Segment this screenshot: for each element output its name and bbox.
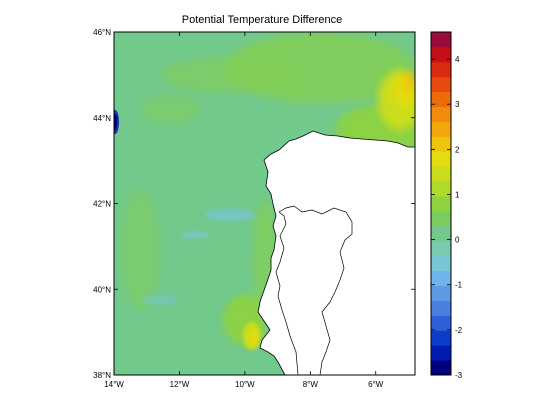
colorbar-tick-label: 2	[455, 145, 460, 154]
coastal-warm-spot	[243, 322, 261, 350]
colorbar-segment	[431, 196, 451, 212]
colorbar-segment	[431, 136, 451, 152]
colorbar-tick-label: 3	[455, 100, 460, 109]
y-tick-label: 46°N	[93, 28, 111, 37]
colorbar-segment	[431, 32, 451, 48]
y-tick-label: 44°N	[93, 114, 111, 123]
y-tick-label: 40°N	[93, 285, 111, 294]
x-tick-label: 14°W	[104, 380, 124, 389]
x-tick-label: 8°W	[303, 380, 319, 389]
land	[257, 130, 415, 375]
colorbar-segment	[431, 315, 451, 331]
colorbar-segment	[431, 151, 451, 167]
colorbar-segment	[431, 210, 451, 227]
x-tick-label: 12°W	[170, 380, 190, 389]
colorbar-segment	[431, 61, 451, 78]
colorbar: 4 3 2 1 0 -1 -2 -3	[430, 31, 463, 380]
y-tick-label: 42°N	[93, 200, 111, 209]
colorbar-tick-label: -2	[455, 326, 463, 335]
colorbar-segment	[431, 121, 451, 137]
colorbar-tick-label: 0	[455, 236, 460, 245]
colorbar-frame	[430, 31, 452, 376]
border-spain-portugal-north	[275, 211, 299, 375]
colorbar-ticks: 4 3 2 1 0 -1 -2 -3	[431, 55, 463, 380]
colorbar-segment	[431, 106, 451, 122]
temperature-field	[114, 32, 415, 375]
colorbar-segment	[431, 46, 451, 63]
colorbar-segment	[431, 91, 451, 108]
colorbar-segment	[431, 181, 451, 197]
colorbar-segment	[431, 255, 451, 272]
colorbar-segment	[431, 345, 451, 361]
x-tick-label: 6°W	[368, 380, 384, 389]
colorbar-segment	[431, 285, 451, 301]
border-spain-portugal	[278, 205, 353, 375]
colorbar-segment	[431, 300, 451, 316]
colorbar-tick-label: -3	[455, 371, 463, 380]
warm-core	[378, 70, 415, 130]
x-tick-label: 10°W	[235, 380, 255, 389]
map-title: Potential Temperature Difference	[182, 14, 342, 26]
colorbar-segment	[431, 330, 451, 346]
map-panel: 14°W 12°W 10°W 8°W 6°W 38°N 40°N 42°N 44°N 46°N	[93, 28, 416, 389]
colorbar-segment	[431, 76, 451, 93]
colorbar-segment	[431, 166, 451, 182]
colorbar-tick-label: 1	[455, 190, 460, 199]
map-axes: 14°W 12°W 10°W 8°W 6°W 38°N 40°N 42°N 44°N 46°N	[93, 28, 415, 389]
colorbar-segment	[431, 270, 451, 287]
colorbar-tick-label: -1	[455, 281, 463, 290]
colorbar-tick-label: 4	[455, 55, 460, 64]
y-tick-label: 38°N	[93, 371, 111, 380]
colorbar-segments	[431, 32, 451, 376]
colorbar-segment	[431, 360, 451, 376]
colorbar-segment	[431, 240, 451, 257]
cool-patches	[142, 209, 255, 305]
colorbar-segment	[431, 225, 451, 242]
western-edge-anomaly	[114, 110, 119, 134]
